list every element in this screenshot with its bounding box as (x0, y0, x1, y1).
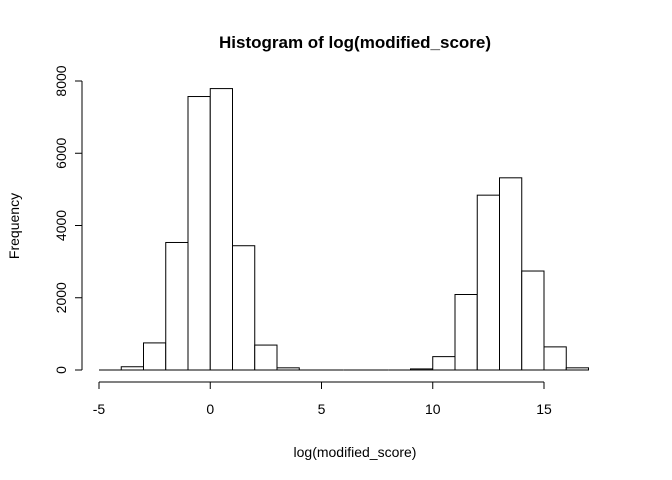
histogram-bar (187, 96, 211, 371)
histogram-bar (254, 344, 278, 371)
y-tick-label: 6000 (53, 137, 69, 168)
chart-title: Histogram of log(modified_score) (219, 33, 491, 52)
histogram-bar (543, 346, 567, 371)
histogram-bar (476, 194, 500, 371)
x-tick-label: 10 (425, 401, 441, 417)
histogram-bar (454, 294, 478, 371)
x-tick-label: 15 (536, 401, 552, 417)
y-axis-label: Frequency (6, 193, 22, 259)
x-tick-label: 5 (318, 401, 326, 417)
histogram-bar (521, 270, 545, 371)
y-axis: 0 2000 4000 6000 8000 (53, 65, 83, 374)
x-axis: -5 0 5 10 15 (93, 381, 552, 417)
histogram-bar (165, 241, 189, 371)
y-tick-label: 2000 (53, 282, 69, 313)
y-tick-label: 8000 (53, 65, 69, 96)
y-tick-label: 0 (53, 366, 69, 374)
histogram-bar (120, 366, 144, 371)
histogram-bar (232, 245, 256, 371)
y-tick-label: 4000 (53, 210, 69, 241)
histogram-bar (143, 342, 167, 371)
x-tick-label: 0 (206, 401, 214, 417)
x-tick-label: -5 (93, 401, 106, 417)
histogram-bar (209, 88, 233, 371)
histogram-bar (432, 356, 456, 371)
histogram-bar (565, 367, 589, 371)
histogram-bar (276, 367, 300, 371)
histogram-bar (410, 368, 434, 371)
bars-group (99, 88, 589, 371)
histogram-bar (499, 177, 523, 371)
x-axis-label: log(modified_score) (294, 444, 417, 460)
